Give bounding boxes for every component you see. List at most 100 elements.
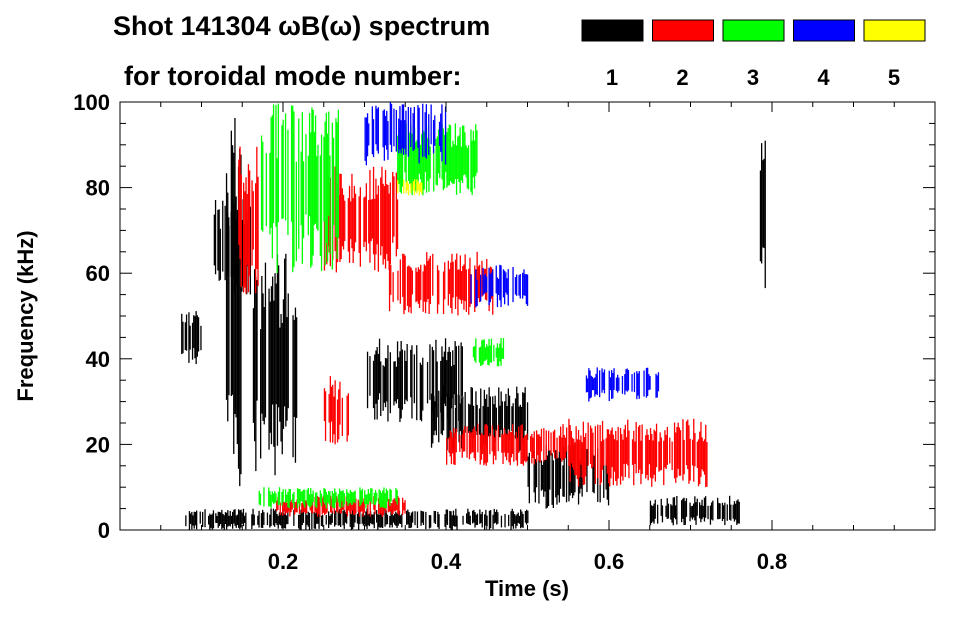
spectrum-streak-mode-4: [595, 373, 597, 395]
spectrum-streak-mode-2: [669, 437, 671, 464]
spectrum-streak-mode-3: [332, 137, 335, 226]
spectrum-streak-mode-2: [489, 433, 491, 455]
spectrum-streak-mode-2: [688, 425, 690, 484]
spectrum-streak-mode-4: [617, 374, 619, 393]
spectrum-streak-mode-3: [343, 493, 345, 505]
spectrum-streak-mode-2: [416, 271, 418, 302]
spectrum-streak-mode-1: [472, 510, 474, 524]
spectrum-streak-mode-2: [625, 437, 628, 464]
spectrum-streak-mode-1: [667, 503, 670, 519]
spectrum-streak-mode-1: [563, 446, 565, 497]
spectrum-streak-mode-2: [466, 426, 468, 458]
spectrum-streak-mode-2: [348, 501, 350, 511]
spectrum-streak-mode-1: [526, 509, 528, 525]
spectrum-streak-mode-4: [599, 370, 601, 398]
spectrum-streak-mode-4: [475, 269, 477, 308]
spectrum-streak-mode-1: [404, 350, 406, 405]
spectrum-streak-mode-4: [498, 278, 500, 295]
spectrum-streak-mode-4: [418, 107, 420, 164]
spectrum-streak-mode-3: [270, 494, 272, 509]
spectrum-streak-mode-1: [707, 505, 709, 520]
spectrum-streak-mode-3: [488, 339, 490, 366]
spectrum-streak-mode-1: [440, 360, 442, 413]
spectrum-streak-mode-1: [393, 361, 395, 406]
spectrum-streak-mode-1: [275, 283, 277, 405]
spectrum-streak-mode-1: [239, 148, 241, 487]
spectrum-streak-mode-1: [274, 273, 276, 476]
spectrum-streak-mode-3: [411, 133, 413, 196]
spectrum-streak-mode-1: [376, 510, 378, 523]
spectrum-streak-mode-3: [383, 487, 385, 508]
spectrum-streak-mode-2: [659, 432, 661, 471]
spectrum-streak-mode-2: [592, 432, 594, 467]
spectrum-streak-mode-2: [637, 426, 640, 473]
spectrum-streak-mode-1: [283, 513, 285, 529]
spectrum-streak-mode-2: [585, 433, 587, 477]
spectrum-streak-mode-1: [432, 389, 434, 444]
spectrum-streak-mode-2: [543, 428, 545, 462]
spectrum-streak-mode-2: [696, 441, 698, 468]
spectrum-streak-mode-1: [217, 511, 219, 528]
spectrum-streak-mode-1: [252, 508, 254, 526]
spectrum-streak-mode-2: [664, 430, 666, 468]
spectrum-streak-mode-2: [587, 422, 589, 466]
spectrum-streak-mode-1: [213, 214, 215, 266]
spectrum-streak-mode-3: [457, 136, 459, 179]
spectrum-streak-mode-1: [199, 511, 201, 524]
spectrum-streak-mode-1: [211, 513, 213, 530]
spectrum-streak-mode-3: [269, 491, 271, 507]
spectrum-streak-mode-3: [259, 493, 262, 506]
spectrum-streak-mode-3: [459, 127, 461, 194]
spectrum-streak-mode-5: [412, 181, 414, 191]
spectrum-streak-mode-2: [482, 434, 484, 454]
spectrum-streak-mode-3: [501, 347, 503, 359]
spectrum-streak-mode-1: [398, 357, 400, 409]
spectrum-streak-mode-2: [395, 172, 397, 257]
spectrum-streak-mode-2: [330, 495, 332, 513]
spectrum-streak-mode-2: [503, 428, 505, 453]
legend-swatch-mode-4: [793, 19, 855, 42]
spectrum-streak-mode-1: [395, 366, 397, 404]
spectrum-streak-mode-1: [365, 511, 367, 527]
spectrum-streak-mode-1: [568, 444, 570, 502]
spectrum-streak-mode-3: [481, 340, 483, 366]
spectrum-streak-mode-3: [292, 105, 294, 273]
spectrum-streak-mode-2: [426, 252, 428, 302]
spectrum-streak-mode-4: [615, 377, 618, 391]
spectrum-streak-mode-2: [617, 426, 619, 479]
spectrum-streak-mode-4: [495, 265, 497, 294]
spectrum-streak-mode-1: [455, 508, 457, 527]
spectrum-streak-mode-1: [260, 513, 263, 528]
spectrum-streak-mode-2: [252, 191, 254, 250]
spectrum-streak-mode-2: [256, 146, 258, 269]
spectrum-streak-mode-3: [447, 128, 449, 186]
spectrum-streak-mode-1: [586, 449, 588, 493]
spectrum-streak-mode-1: [522, 392, 524, 445]
spectrum-streak-mode-3: [269, 152, 271, 235]
spectrum-streak-mode-1: [466, 513, 468, 524]
spectrum-streak-mode-2: [398, 497, 400, 516]
spectrum-streak-mode-2: [576, 439, 578, 480]
spectrum-streak-mode-4: [519, 274, 521, 299]
spectrum-streak-mode-5: [418, 183, 420, 196]
spectrum-streak-mode-3: [353, 491, 355, 502]
spectrum-streak-mode-4: [389, 102, 391, 145]
spectrum-streak-mode-4: [398, 118, 400, 154]
spectrum-streak-mode-3: [282, 489, 284, 503]
spectrum-streak-mode-1: [558, 451, 560, 503]
spectrum-streak-mode-1: [520, 509, 522, 529]
spectrum-streak-mode-2: [624, 424, 626, 477]
spectrum-streak-mode-1: [193, 511, 195, 529]
spectrum-streak-mode-2: [393, 176, 395, 237]
spectrum-streak-mode-1: [449, 510, 451, 529]
spectrum-streak-mode-1: [433, 395, 435, 436]
spectrum-streak-mode-2: [408, 265, 410, 313]
spectrum-streak-mode-4: [522, 272, 524, 299]
spectrum-streak-mode-4: [384, 115, 387, 146]
spectrum-streak-mode-3: [397, 135, 399, 187]
spectrum-streak-mode-2: [312, 498, 314, 514]
spectrum-streak-mode-1: [703, 497, 706, 522]
spectrum-streak-mode-2: [350, 497, 352, 515]
spectrum-streak-mode-2: [607, 429, 610, 484]
